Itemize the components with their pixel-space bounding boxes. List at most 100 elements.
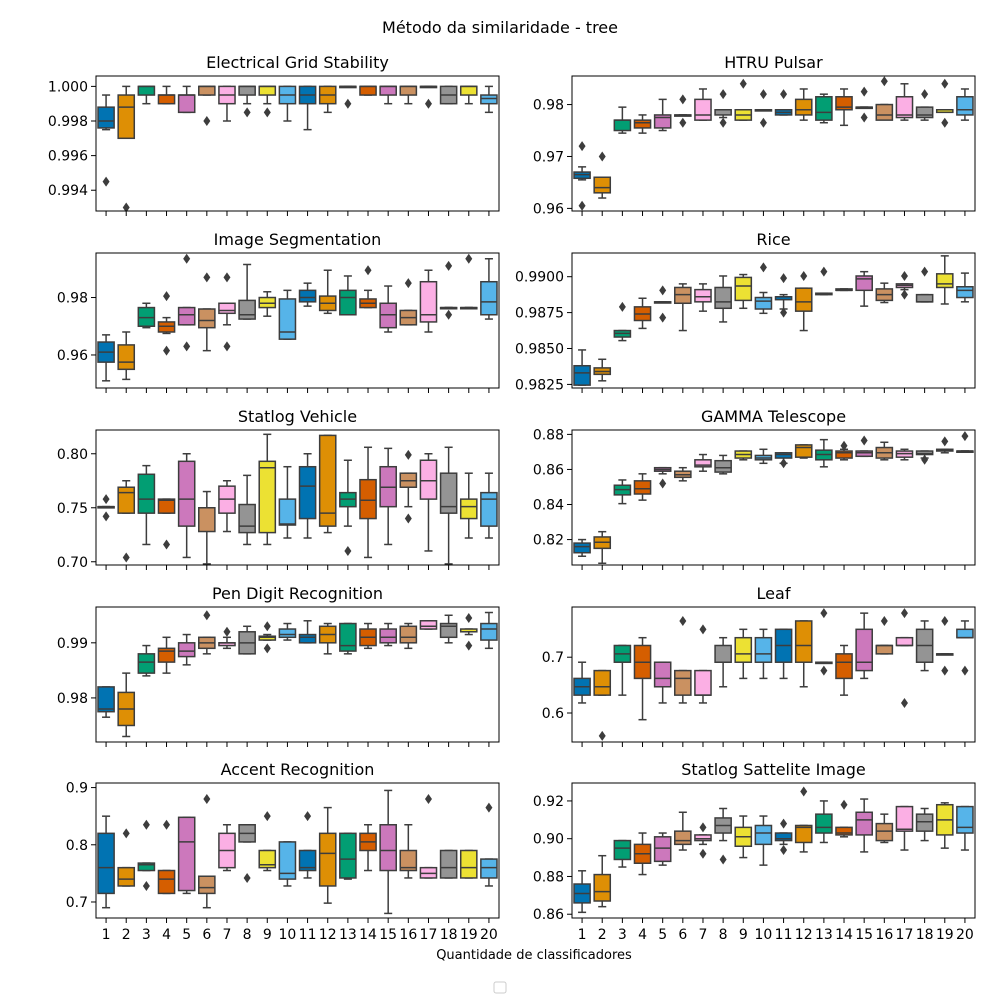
box-16 <box>875 441 894 461</box>
x-tick-label: 4 <box>162 927 171 943</box>
outlier-point <box>759 117 767 128</box>
box-18 <box>915 807 934 842</box>
outlier-point <box>404 513 412 524</box>
box-2 <box>593 854 612 908</box>
box-3 <box>613 839 632 868</box>
box-13 <box>339 459 357 556</box>
x-tick-label: 16 <box>399 927 417 943</box>
outlier-point <box>618 301 626 312</box>
y-tick-label: 1.000 <box>48 79 88 95</box>
iqr-box <box>794 824 813 844</box>
outlier-point <box>780 458 788 469</box>
box-12 <box>318 434 337 534</box>
x-tick-label: 3 <box>142 927 151 943</box>
iqr-box <box>177 460 196 527</box>
box-15 <box>855 270 873 307</box>
iqr-box <box>653 836 672 863</box>
outlier-point <box>800 786 808 797</box>
outlier-point <box>780 845 788 856</box>
plot-frame <box>571 75 976 212</box>
outlier-point <box>142 880 150 891</box>
box-14 <box>835 288 853 292</box>
box-10 <box>278 465 297 539</box>
iqr-box <box>694 98 712 121</box>
box-18 <box>439 446 458 565</box>
iqr-box <box>915 106 934 119</box>
outlier-point <box>679 117 687 128</box>
iqr-box <box>835 450 853 459</box>
box-4 <box>633 297 652 330</box>
iqr-box <box>198 85 216 96</box>
outlier-point <box>941 117 949 128</box>
box-10 <box>278 85 297 122</box>
iqr-box <box>439 472 458 514</box>
box-2 <box>117 480 136 563</box>
box-4 <box>157 498 176 550</box>
iqr-box <box>714 109 732 116</box>
outlier-point <box>223 626 231 637</box>
outlier-point <box>404 278 412 289</box>
outlier-point <box>659 312 667 323</box>
box-19 <box>935 255 954 305</box>
box-7 <box>694 283 712 312</box>
box-18 <box>915 450 934 465</box>
outlier-point <box>485 802 493 813</box>
iqr-box <box>198 308 216 329</box>
box-18 <box>915 620 934 672</box>
outlier-point <box>921 266 929 277</box>
box-16 <box>875 615 894 655</box>
outlier-point <box>961 665 969 676</box>
outlier-point <box>578 200 586 211</box>
outlier-point <box>941 436 949 447</box>
iqr-box <box>157 94 176 105</box>
box-8 <box>714 275 732 323</box>
x-tick-label: 11 <box>299 927 317 943</box>
box-6 <box>198 794 216 909</box>
outlier-point <box>840 799 848 810</box>
box-19 <box>459 85 478 105</box>
box-19 <box>459 613 478 651</box>
box-1 <box>573 661 591 704</box>
box-5 <box>177 253 196 352</box>
box-6 <box>674 94 692 128</box>
subplot-6: GAMMA Telescope 0.82 0.84 0.86 0.88 <box>533 407 976 570</box>
iqr-box <box>278 628 297 639</box>
x-tick-label: 14 <box>359 927 377 943</box>
box-14 <box>835 88 853 127</box>
iqr-box <box>157 498 176 514</box>
figure-title: Método da similaridade - tree <box>382 18 618 37</box>
box-15 <box>379 789 397 915</box>
outlier-point <box>699 848 707 859</box>
iqr-box <box>774 832 793 842</box>
subplot-7: Pen Digit Recognition 0.98 0.99 <box>57 584 500 747</box>
y-tick-label: 0.90 <box>533 832 564 848</box>
box-3 <box>137 644 156 677</box>
outlier-point <box>424 794 432 805</box>
box-9 <box>734 450 753 461</box>
outlier-point <box>679 615 687 626</box>
box-1 <box>97 334 115 382</box>
box-20 <box>480 257 498 320</box>
iqr-box <box>754 296 773 310</box>
iqr-box <box>419 280 438 323</box>
y-tick-label: 0.88 <box>533 427 564 443</box>
x-tick-label: 13 <box>815 927 833 943</box>
y-tick-label: 0.96 <box>533 201 564 217</box>
x-tick-label: 8 <box>243 927 252 943</box>
outlier-point <box>860 435 868 446</box>
iqr-box <box>379 824 397 872</box>
iqr-box <box>399 849 418 872</box>
iqr-box <box>754 636 773 663</box>
outlier-point <box>122 552 130 563</box>
iqr-box <box>177 94 196 114</box>
box-9 <box>734 78 753 121</box>
outlier-point <box>445 309 453 320</box>
iqr-box <box>573 364 591 386</box>
box-19 <box>459 849 478 879</box>
box-14 <box>835 799 853 838</box>
plot-frame <box>571 782 976 919</box>
iqr-box <box>278 841 297 880</box>
box-18 <box>439 614 458 644</box>
iqr-box <box>298 465 317 520</box>
box-14 <box>359 265 377 309</box>
